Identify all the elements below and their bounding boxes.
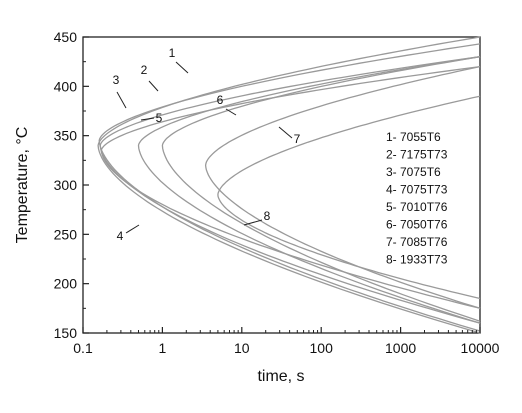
series-curve-1 (97, 36, 481, 334)
y-axis-ticks: 150 200 250 300 350 400 450 (54, 29, 89, 341)
series-curve-5 (137, 56, 481, 324)
series-curve-3 (99, 56, 481, 324)
curve-label-5: 5 (156, 111, 163, 125)
x-tick-label: 10 (234, 340, 250, 356)
curve-label-8: 8 (264, 209, 271, 223)
x-tick-label: 1 (159, 340, 167, 356)
leader-line-8 (243, 219, 263, 226)
x-tick-label: 1000 (385, 340, 416, 356)
legend-entry: 3- 7075T6 (386, 165, 441, 179)
x-tick-label: 10000 (461, 340, 500, 356)
leader-line-5 (140, 117, 155, 121)
curve-label-4: 4 (117, 229, 124, 243)
curve-label-2: 2 (141, 63, 148, 77)
y-tick-label: 300 (54, 177, 78, 193)
legend-entry: 5- 7010T76 (386, 200, 448, 214)
x-axis-title: time, s (257, 368, 304, 385)
y-tick-label: 450 (54, 29, 78, 45)
leader-line-2 (148, 80, 159, 92)
legend-entry: 8- 1933T73 (386, 253, 448, 267)
y-tick-label: 150 (54, 325, 78, 341)
x-tick-label: 0.1 (73, 340, 93, 356)
y-tick-label: 350 (54, 128, 78, 144)
legend: 1- 7055T6 2- 7175T73 3- 7075T6 4- 7075T73 5-… (386, 130, 448, 267)
leader-line-1 (175, 61, 189, 74)
series-curve-8 (217, 95, 481, 300)
legend-entry: 4- 7075T73 (386, 183, 448, 197)
series-curve-7 (204, 65, 481, 309)
legend-entry: 1- 7055T6 (386, 130, 441, 144)
leader-line-7 (278, 126, 293, 139)
leader-line-4 (125, 224, 140, 234)
curve-label-7: 7 (294, 132, 301, 146)
curve-label-1: 1 (169, 46, 176, 60)
x-tick-label: 100 (310, 340, 334, 356)
curves (97, 36, 481, 334)
series-curve-2 (98, 43, 481, 332)
legend-entry: 2- 7175T73 (386, 148, 448, 162)
x-axis-ticks: 0.1 1 10 100 1000 10000 (73, 327, 500, 356)
y-axis-title: Temperature, °C (14, 127, 31, 244)
leader-line-3 (116, 91, 127, 109)
curve-labels: 1 2 3 4 5 6 7 8 (113, 46, 301, 243)
y-tick-label: 250 (54, 226, 78, 242)
curve-label-3: 3 (113, 73, 120, 87)
curve-label-6: 6 (217, 93, 224, 107)
y-tick-label: 400 (54, 78, 78, 94)
y-tick-label: 200 (54, 276, 78, 292)
leader-line-6 (225, 108, 237, 116)
legend-entry: 6- 7050T76 (386, 218, 448, 232)
series-curve-6 (161, 56, 481, 322)
legend-entry: 7- 7085T76 (386, 235, 448, 249)
